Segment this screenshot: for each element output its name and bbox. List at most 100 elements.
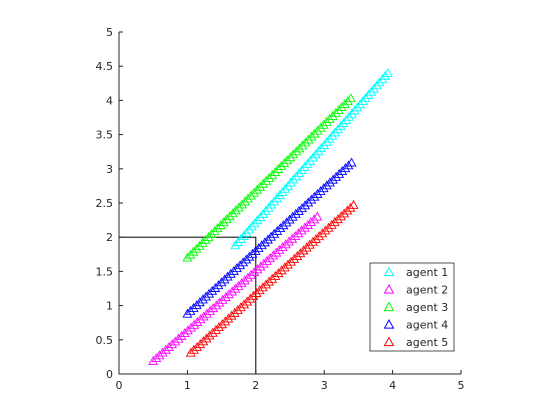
y-tick-label: 2 [106,231,113,244]
data-point [271,193,282,203]
data-point [357,96,368,106]
data-point [239,299,250,309]
data-point [321,136,332,146]
data-point [302,219,313,229]
data-point [229,307,240,317]
data-point [254,285,265,295]
x-tick-label: 0 [116,379,123,392]
data-point [301,242,312,252]
data-point [277,242,288,252]
x-axis: 0 1 2 3 4 5 [116,370,465,392]
data-point [283,180,293,190]
data-point [247,248,258,258]
data-point [309,214,320,224]
data-point [242,272,253,282]
data-point [188,302,199,312]
data-point [279,262,290,272]
data-point [273,164,284,173]
data-point [236,278,247,288]
data-point [294,143,305,153]
data-point [306,217,317,227]
data-point [182,308,193,318]
data-point [344,111,354,121]
data-point [292,251,303,261]
y-tick-label: 3 [106,163,113,176]
data-point [222,271,233,281]
data-point [242,193,253,203]
data-point [151,353,162,363]
data-point [298,245,309,255]
data-point [307,152,318,162]
data-point [188,344,199,354]
data-point [297,203,307,213]
data-point [280,183,291,193]
y-axis: 0 0.5 1 1.5 2 2.5 3 3.5 4 4.5 5 [96,26,123,381]
data-point [235,302,246,312]
data-point [335,121,346,131]
data-point [324,113,335,123]
data-point [259,237,270,247]
data-point [303,197,314,207]
data-point [201,333,212,343]
y-tick-label: 3.5 [96,129,114,142]
data-point [230,205,241,215]
data-point [189,319,200,329]
data-point [239,275,250,285]
data-point [192,341,203,351]
data-point [342,96,353,106]
data-point [216,277,227,287]
y-tick-label: 0 [106,368,113,381]
data-point [179,328,190,338]
data-point [264,172,275,182]
data-point [242,296,253,306]
y-tick-label: 4 [106,94,113,107]
x-tick-label: 1 [184,379,191,392]
data-point [238,257,249,267]
data-point [241,254,252,264]
data-point [249,267,260,276]
data-point [217,294,228,304]
data-point [230,240,241,250]
data-point [286,256,296,266]
data-point [285,177,296,187]
data-point [210,324,221,334]
data-point [253,243,264,253]
data-point [262,234,273,244]
data-point [290,230,301,240]
data-point [188,246,199,256]
data-point [329,216,340,226]
data-point [266,231,276,241]
data-point [282,259,293,269]
data-point [288,174,299,184]
y-tick-label: 1.5 [96,265,114,278]
x-tick-label: 3 [321,379,328,392]
data-point [185,347,196,357]
data-point [154,350,165,360]
legend-marker [383,301,395,312]
data-point [252,215,263,225]
data-point [185,249,196,259]
data-point [282,155,293,165]
data-point [268,250,279,260]
data-point [341,114,352,124]
data-point [333,105,344,114]
data-point [300,200,311,210]
data-point [296,225,307,235]
data-point [306,131,317,141]
data-point [299,222,310,232]
data-point [304,239,315,249]
data-point [339,99,350,109]
data-point [215,220,226,230]
data-point [340,163,351,173]
data-point [291,146,302,156]
x-tick-label: 4 [389,379,396,392]
data-point [278,220,289,230]
data-point [233,280,244,290]
data-point [302,158,313,168]
data-point [186,322,197,332]
data-point [197,294,208,304]
legend: agent 1 agent 2 agent 3 agent 4 agent 5 [369,262,455,352]
data-point [231,263,242,272]
legend-label: agent 1 [406,266,448,279]
